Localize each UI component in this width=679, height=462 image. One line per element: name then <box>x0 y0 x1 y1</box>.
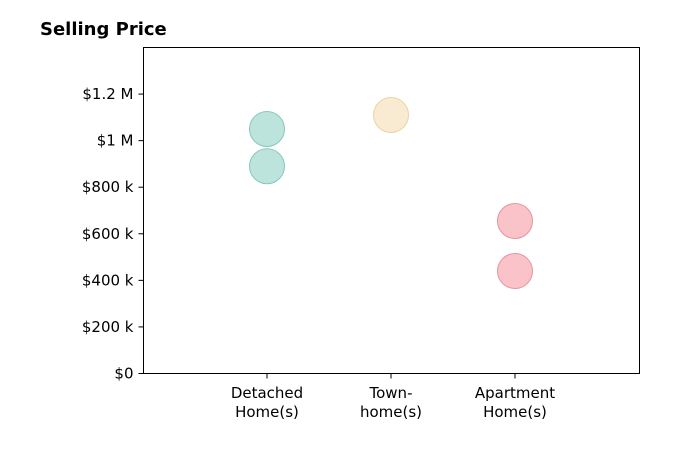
data-points <box>249 97 533 290</box>
y-tick-label: $400 k <box>82 271 134 289</box>
chart-title: Selling Price <box>40 19 167 40</box>
x-tick-label: Detached Home(s) <box>231 384 303 421</box>
x-tick-label-line: Detached <box>231 384 303 402</box>
y-tick-label: $0 <box>114 365 133 383</box>
x-tick-label-line: Home(s) <box>235 403 299 421</box>
x-tick-label-line: Home(s) <box>483 403 547 421</box>
y-tick-label: $800 k <box>82 178 134 196</box>
x-tick-label-line: Apartment <box>475 384 555 402</box>
plot-area-frame <box>143 47 640 374</box>
data-point <box>373 97 409 134</box>
y-axis: $0 $200 k $400 k $600 k $800 k $1 M $1.2 M <box>82 85 144 383</box>
x-tick-label: Apartment Home(s) <box>475 384 555 421</box>
y-tick-label: $200 k <box>82 318 134 336</box>
x-axis: Detached Home(s)Town-home(s)Apartment Home… <box>231 373 555 421</box>
data-point <box>249 148 285 185</box>
y-tick-label: $1 M <box>97 132 134 150</box>
data-point <box>497 253 533 290</box>
x-tick-label: Town-home(s) <box>360 384 422 421</box>
data-point <box>497 202 533 239</box>
x-tick-label-line: home(s) <box>360 403 422 421</box>
x-tick-label-line: Town- <box>369 384 413 402</box>
data-point <box>249 111 285 147</box>
y-tick-label: $600 k <box>82 225 134 243</box>
y-tick-label: $1.2 M <box>82 85 133 103</box>
